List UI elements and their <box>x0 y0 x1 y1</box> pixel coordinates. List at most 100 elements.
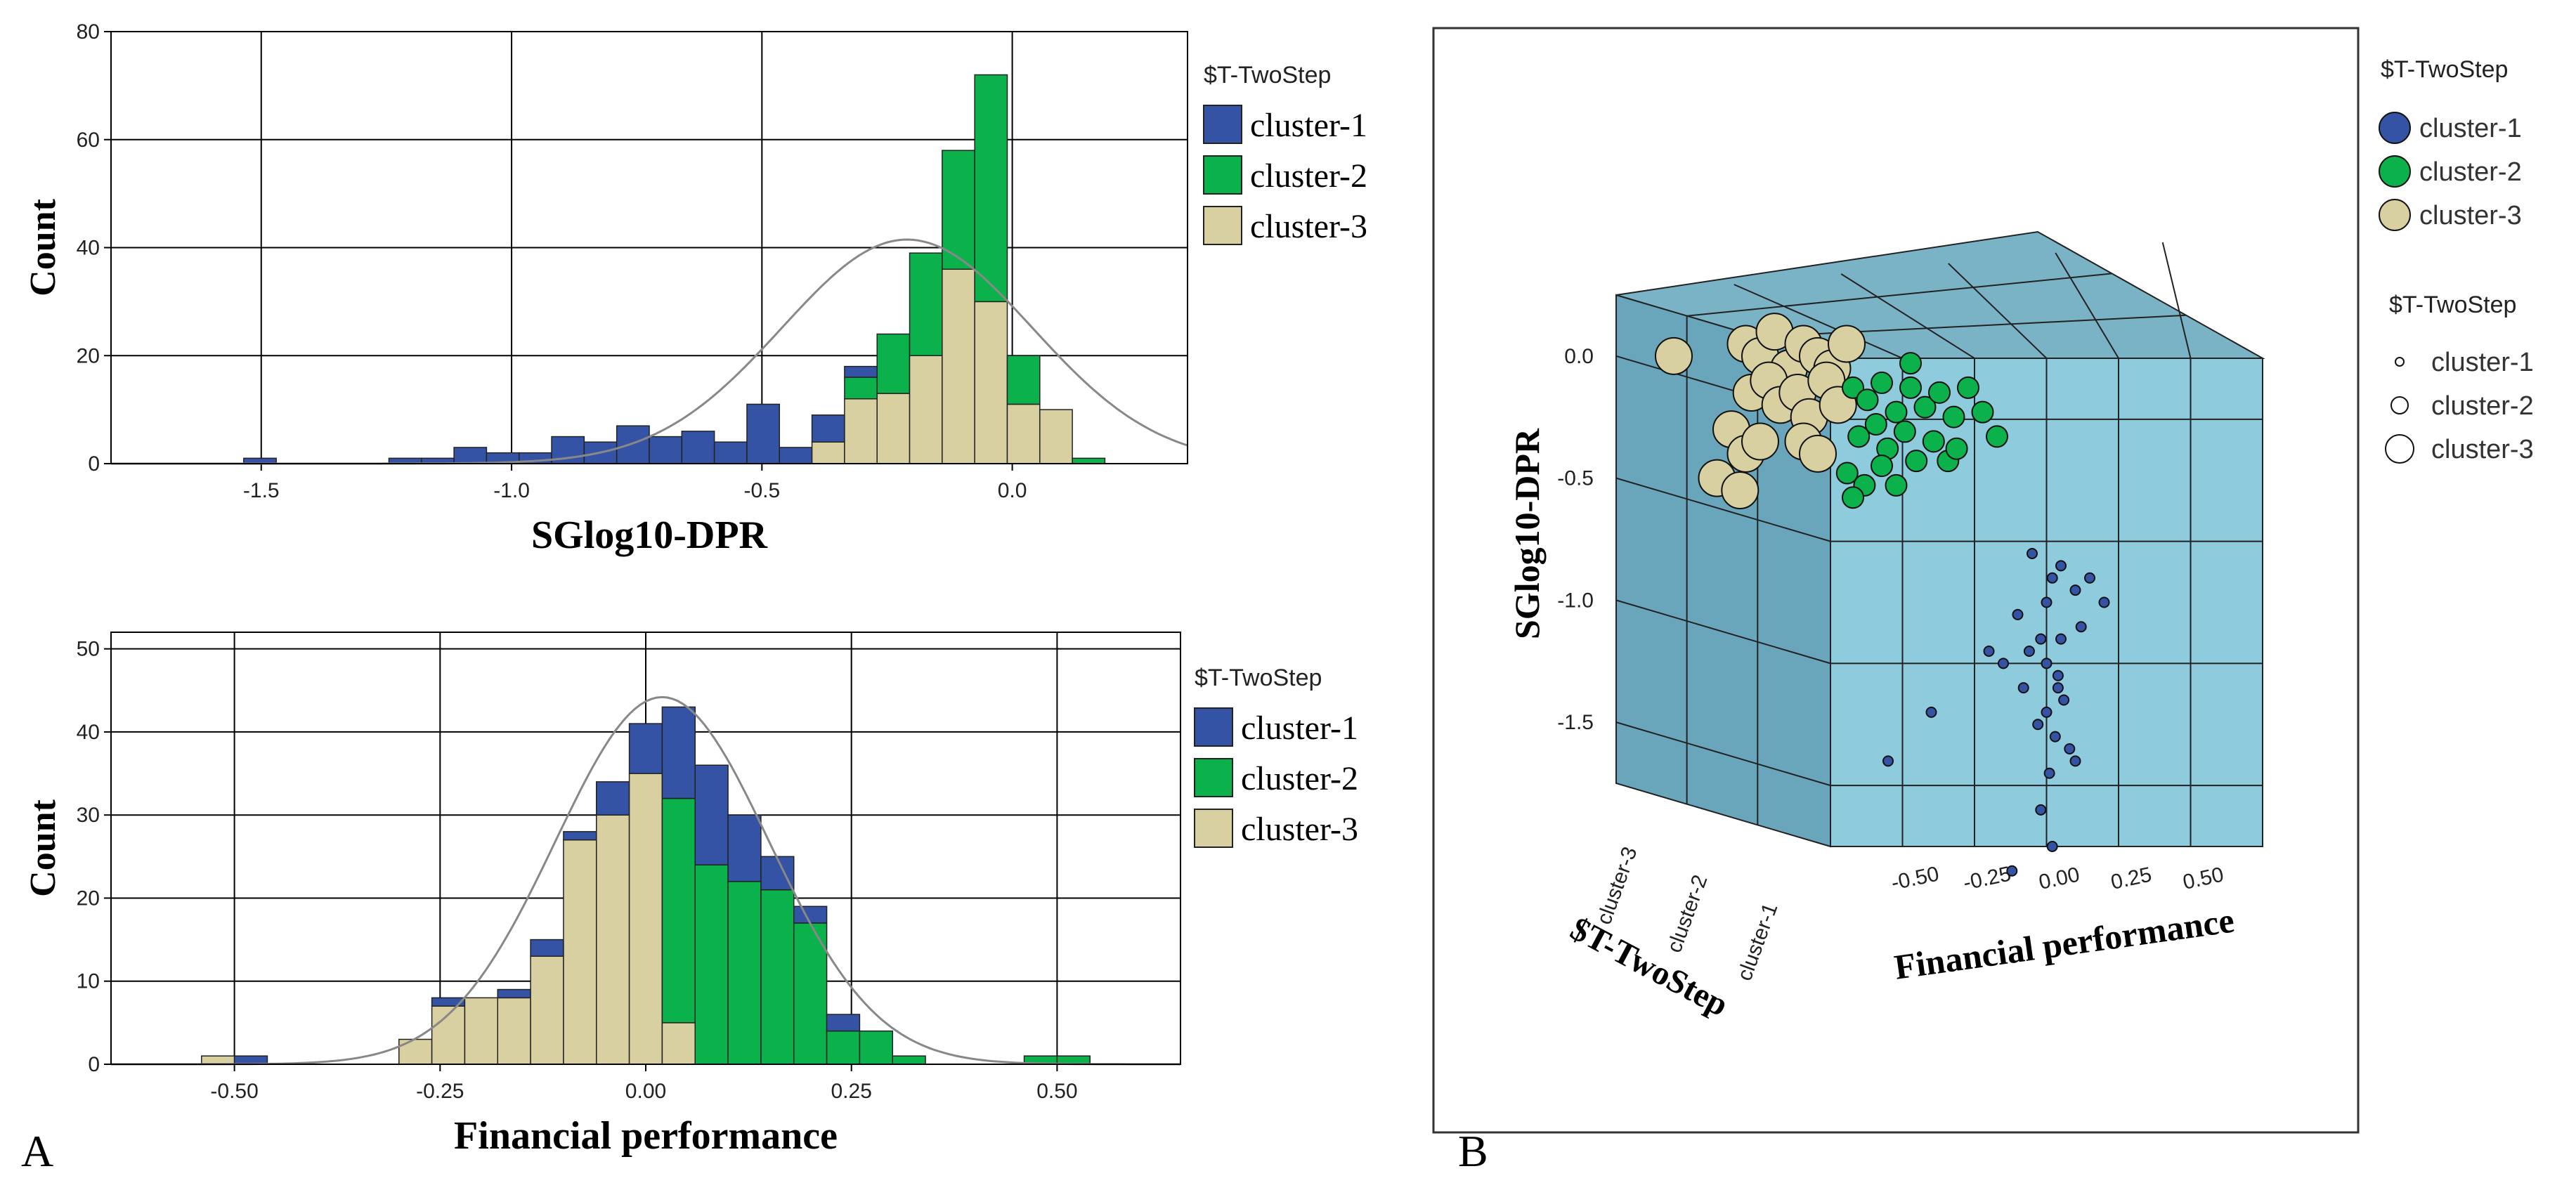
bar-c2 <box>661 797 696 1024</box>
bar-c1 <box>530 939 564 957</box>
legend-b-size-label-cluster-1: cluster-1 <box>2431 348 2534 377</box>
point-cluster-1 <box>2041 596 2053 608</box>
legend-label-cluster-2: cluster-2 <box>1250 157 1367 195</box>
point-cluster-1 <box>2041 706 2053 718</box>
point-cluster-2 <box>1856 388 1879 412</box>
legend-b-label-cluster-2: cluster-2 <box>2419 157 2522 187</box>
legend-label-cluster-1: cluster-1 <box>1241 710 1358 747</box>
x-tick-label: 0.50 <box>1036 1080 1077 1103</box>
bar-c1 <box>811 414 845 443</box>
top-grid-z <box>1757 314 2187 338</box>
bar-c2 <box>844 377 878 400</box>
x-axis-title: SGlog10-DPR <box>531 514 768 557</box>
point-cluster-3 <box>1721 471 1759 509</box>
point-cluster-1 <box>1882 755 1894 767</box>
top-grid-z <box>1686 273 2112 317</box>
bar-c1 <box>596 781 630 816</box>
bar-c2 <box>694 864 729 1065</box>
point-cluster-2 <box>1899 352 1922 375</box>
bar-c1 <box>826 1014 861 1032</box>
bar-c2 <box>793 922 828 1065</box>
legend-b-size-label-cluster-3: cluster-3 <box>2431 435 2534 464</box>
point-cluster-1 <box>2017 682 2029 694</box>
point-cluster-3 <box>1799 434 1837 473</box>
bar-c1 <box>497 988 531 999</box>
point-cluster-1 <box>2027 548 2038 559</box>
bar-c1 <box>649 436 683 464</box>
normal-curve <box>111 695 1180 1066</box>
bar-c3 <box>876 393 911 464</box>
bar-c3 <box>464 997 499 1065</box>
bar-c1 <box>681 431 715 464</box>
top-grid-x <box>1840 273 1975 359</box>
point-cluster-2 <box>1922 430 1945 453</box>
bar-c1 <box>661 706 696 799</box>
bar-c3 <box>661 1022 696 1065</box>
point-cluster-2 <box>1957 376 1979 399</box>
bar-c1 <box>551 436 585 464</box>
bar-c3 <box>201 1055 235 1065</box>
point-cluster-1 <box>2041 658 2053 669</box>
point-cluster-1 <box>2064 743 2076 754</box>
y-tick-label: 0 <box>88 1053 100 1076</box>
point-cluster-1 <box>2035 804 2047 816</box>
bar-c2 <box>876 333 911 394</box>
point-cluster-2 <box>1913 395 1937 419</box>
bar-c1 <box>779 447 813 464</box>
legend-b-size-cluster-1 <box>2395 357 2405 367</box>
y-tick-label: 10 <box>77 970 100 993</box>
bar-c1 <box>727 814 762 882</box>
bar-c3 <box>844 398 878 464</box>
y-tick-label: 20 <box>77 344 100 367</box>
left-grid-y <box>1615 477 1831 542</box>
bar-c3 <box>563 839 597 1065</box>
legend-label-cluster-2: cluster-2 <box>1241 760 1358 797</box>
y-tick-label: 0 <box>88 452 100 476</box>
bar-c3 <box>1039 409 1073 464</box>
point-cluster-1 <box>1998 658 2009 669</box>
point-cluster-1 <box>2055 633 2067 645</box>
point-cluster-2 <box>1885 400 1908 424</box>
x-tick-label: 0.00 <box>625 1080 666 1103</box>
y3d-axis-title: SGlog10-DPR <box>1507 428 1547 639</box>
point-cluster-2 <box>1986 425 2008 448</box>
point-cluster-2 <box>1842 486 1864 509</box>
x-tick-label: -1.5 <box>243 479 280 502</box>
point-cluster-2 <box>1885 473 1908 497</box>
bar-c3 <box>530 955 564 1065</box>
legend-label-cluster-3: cluster-3 <box>1241 811 1358 848</box>
point-cluster-1 <box>2069 584 2081 596</box>
histogram-sglog10-dpr: 0 20 40 60 80 -1.5 -1.0 -0.5 0.0 SGlog10-DPR Count… <box>23 20 1367 557</box>
y-tick-label: 30 <box>77 804 100 827</box>
bar-c1 <box>563 831 597 841</box>
point-cluster-3 <box>1655 336 1693 375</box>
y-tick-label: 50 <box>77 638 100 661</box>
point-cluster-2 <box>1847 425 1871 448</box>
y-tick-label: 20 <box>77 887 100 910</box>
bar-c2 <box>974 74 1008 303</box>
bar-c3 <box>942 268 975 464</box>
point-cluster-1 <box>1925 706 1937 718</box>
legend-swatch-cluster-1 <box>1203 105 1242 144</box>
point-cluster-2 <box>1871 371 1893 394</box>
bar-c2 <box>942 150 975 270</box>
legend-swatch-cluster-2 <box>1203 155 1242 195</box>
point-cluster-1 <box>2043 767 2055 779</box>
y3d-tick-label: -1.5 <box>1557 711 1594 734</box>
plot-frame <box>110 632 1181 1065</box>
bar-c3 <box>1006 403 1041 464</box>
legend-swatch-cluster-3 <box>1203 206 1242 245</box>
point-cluster-1 <box>2012 608 2024 620</box>
left-grid-y <box>1615 721 1831 787</box>
point-cluster-3 <box>1828 325 1866 363</box>
legend-b-size-cluster-2 <box>2390 396 2409 414</box>
legend-label-cluster-1: cluster-1 <box>1250 107 1367 144</box>
legend-b-dot-cluster-2 <box>2379 155 2411 188</box>
point-cluster-1 <box>2032 719 2044 731</box>
bar-c1 <box>694 764 729 865</box>
point-cluster-1 <box>2098 596 2110 608</box>
legend-b-size-cluster-3 <box>2385 434 2414 464</box>
bar-c3 <box>497 997 531 1065</box>
point-cluster-1 <box>2069 755 2081 767</box>
legend-swatch-cluster-1 <box>1194 707 1233 747</box>
